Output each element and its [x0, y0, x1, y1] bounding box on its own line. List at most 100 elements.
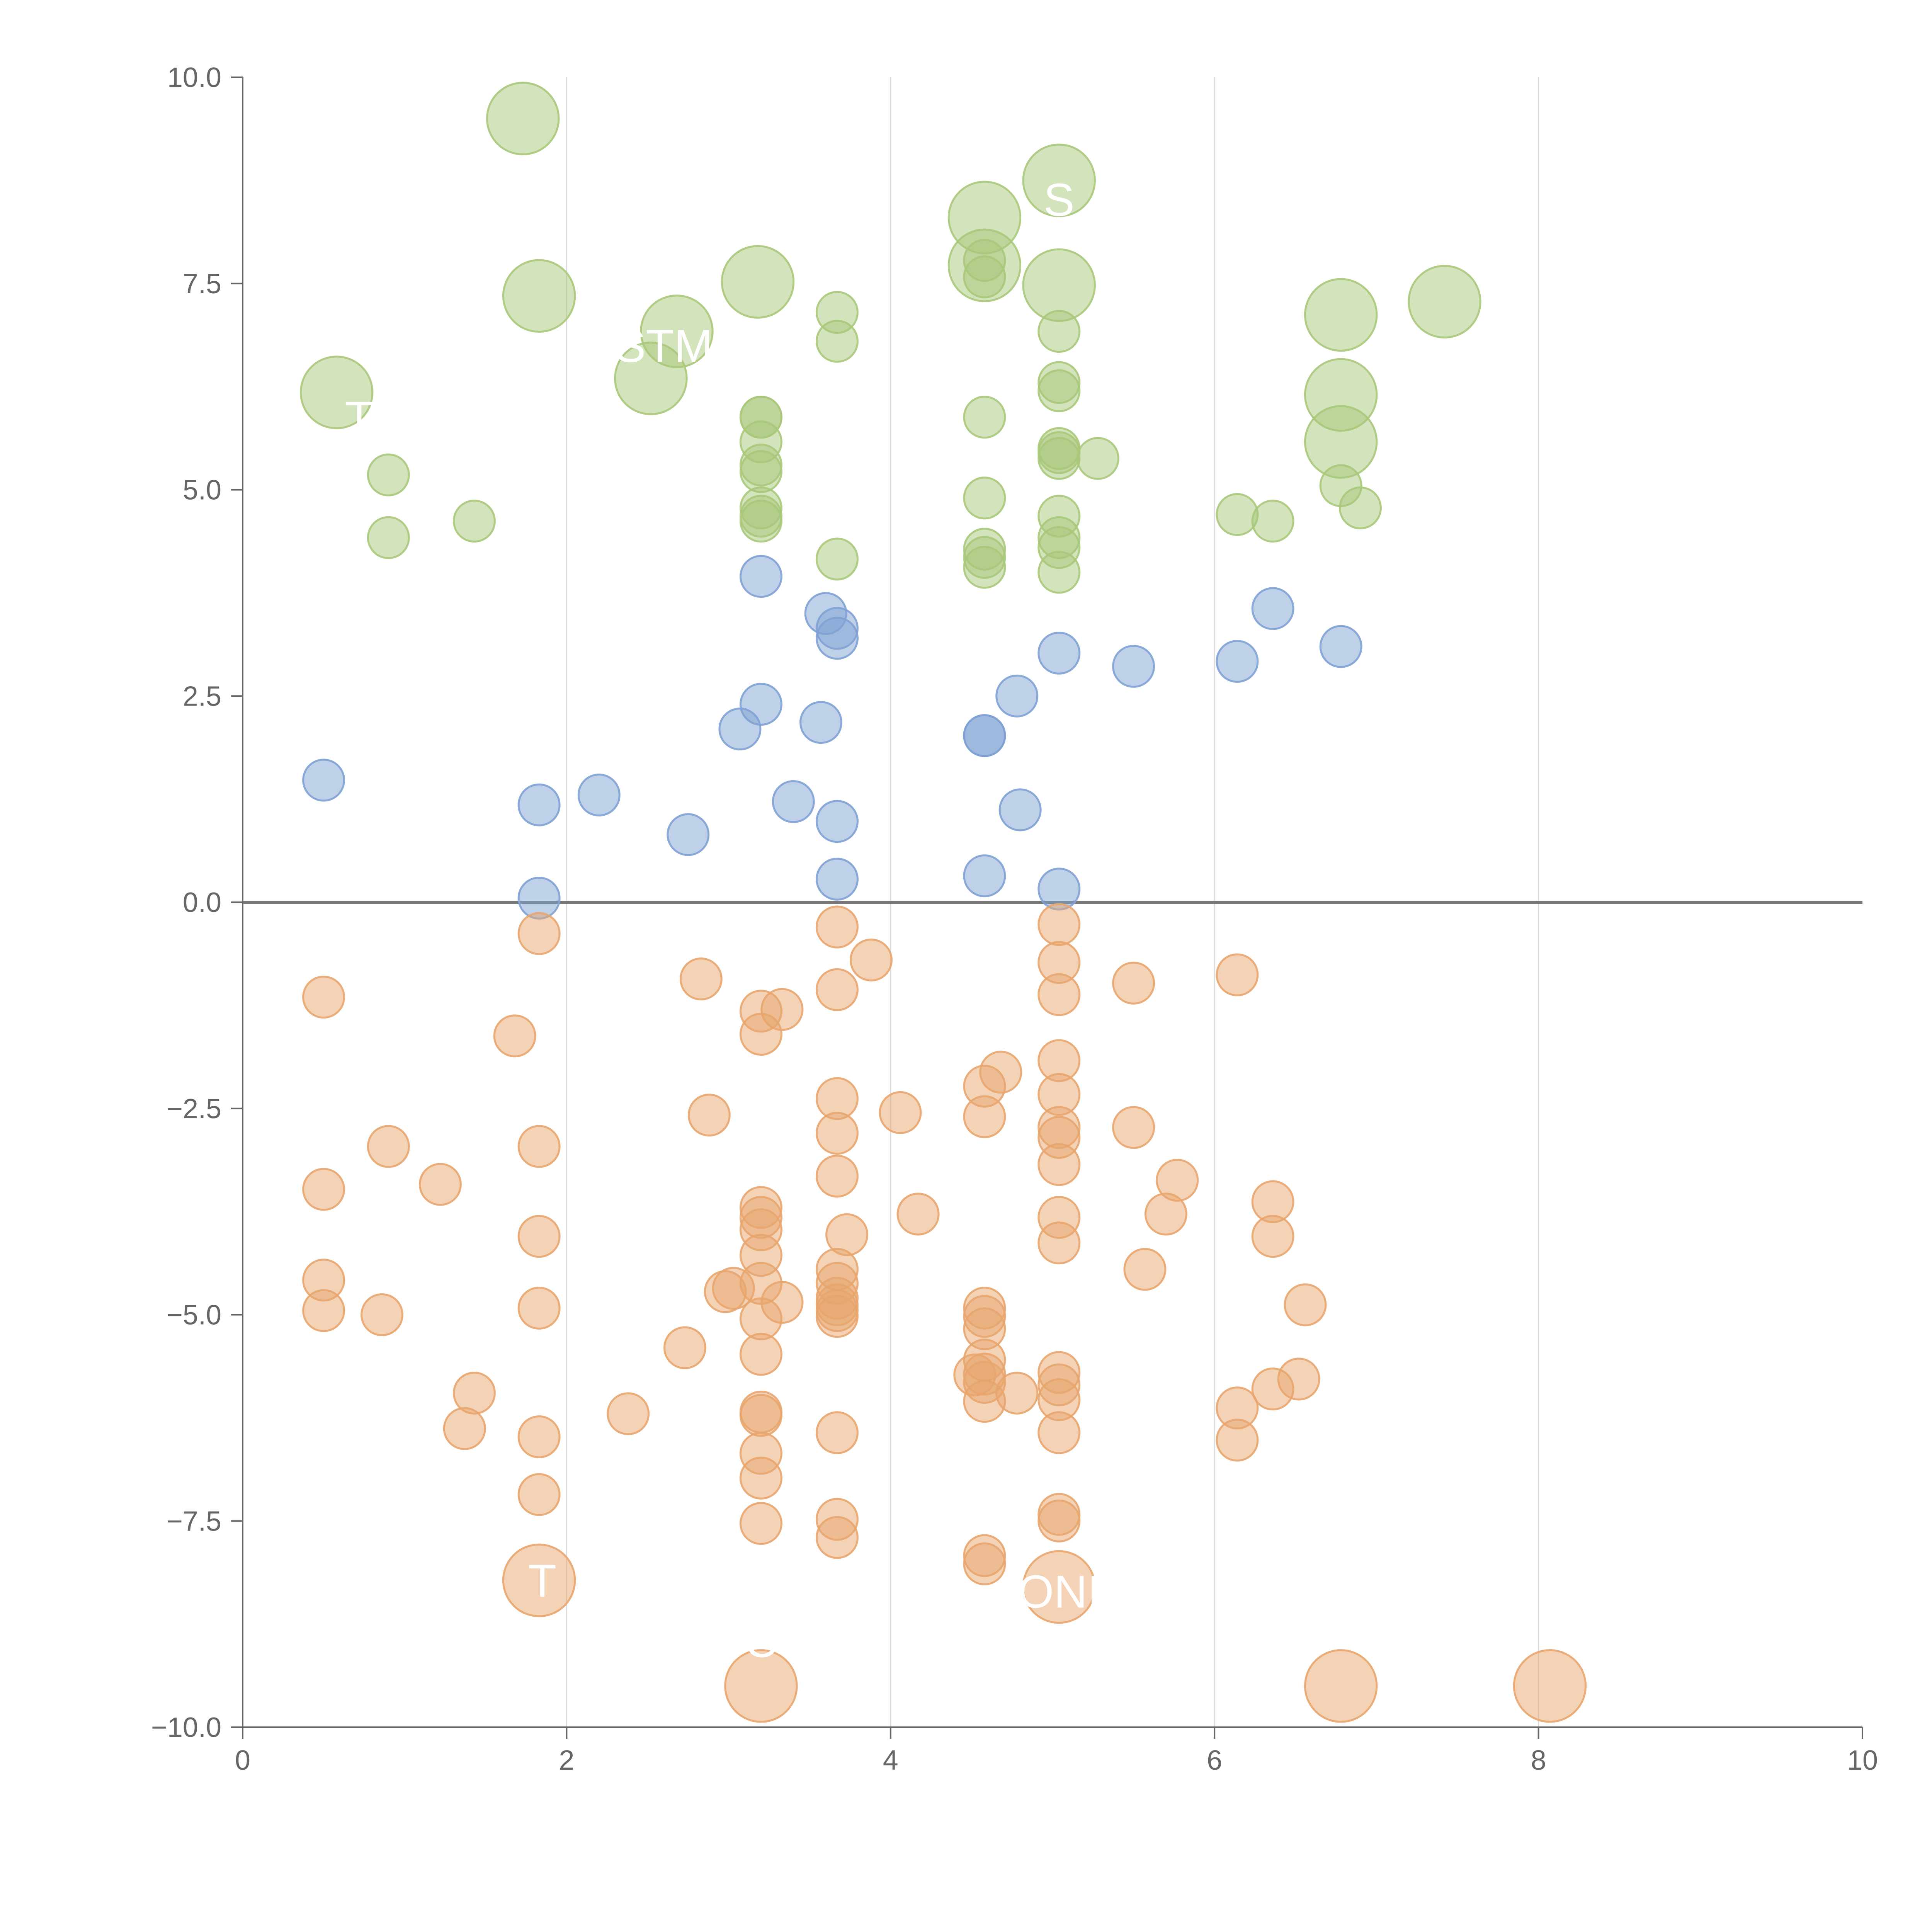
orange-bubble-41 — [815, 1112, 859, 1155]
orange-bubble-9 — [493, 1014, 536, 1058]
green-bubble-32 — [1216, 493, 1259, 536]
blue-bubble-18 — [995, 674, 1039, 718]
green-bubble-30 — [1037, 551, 1081, 594]
orange-bubble-15 — [517, 1473, 561, 1516]
orange-bubble-67 — [979, 1051, 1022, 1094]
green-bubble-1 — [367, 516, 410, 559]
blue-bubble-3 — [577, 773, 621, 816]
orange-bubble-7 — [443, 1407, 486, 1450]
orange-bubble-51 — [815, 1516, 859, 1559]
green-bubble-44 — [1022, 143, 1096, 218]
green-bubble-41 — [721, 245, 795, 319]
orange-bubble-38 — [815, 905, 859, 949]
orange-bubble-66 — [963, 1542, 1006, 1585]
bubble-layer — [299, 82, 1587, 1723]
orange-bubble-70 — [1037, 903, 1081, 946]
orange-bubble-30 — [739, 1333, 782, 1376]
blue-bubble-7 — [739, 683, 782, 726]
orange-bubble-10 — [517, 912, 561, 955]
bubble-label-layer: T C ONI STM S T — [345, 174, 1100, 1667]
y-tick-label: −10.0 — [151, 1712, 221, 1743]
green-bubble-43 — [947, 228, 1022, 303]
orange-bubble-36 — [760, 988, 804, 1031]
green-bubble-49 — [1408, 265, 1481, 338]
bubble-label: STM — [615, 320, 713, 372]
blue-bubble-17 — [963, 854, 1006, 898]
green-bubble-46 — [1304, 278, 1378, 352]
orange-bubble-91 — [1216, 953, 1259, 997]
blue-bubble-1 — [517, 783, 561, 827]
orange-bubble-0 — [302, 976, 345, 1019]
orange-bubble-12 — [517, 1215, 561, 1258]
orange-bubble-3 — [302, 1289, 345, 1332]
y-tick-label: 5.0 — [183, 475, 221, 506]
orange-bubble-83 — [1037, 1411, 1081, 1454]
orange-bubble-8 — [452, 1371, 496, 1415]
bubble-label: C — [744, 1616, 778, 1667]
orange-bubble-48 — [815, 1295, 859, 1338]
orange-bubble-49 — [815, 1411, 859, 1454]
bubble-label: T — [345, 392, 373, 444]
orange-bubble-86 — [1112, 961, 1155, 1005]
orange-bubble-77 — [1037, 1143, 1081, 1186]
green-bubble-40 — [640, 294, 714, 368]
blue-bubble-14 — [815, 857, 859, 901]
x-tick-label: 8 — [1531, 1745, 1546, 1776]
green-bubble-12 — [815, 320, 859, 363]
orange-bubble-97 — [1277, 1357, 1320, 1401]
orange-bubble-93 — [1216, 1418, 1259, 1462]
y-tick-label: 7.5 — [183, 269, 221, 299]
orange-bubble-99 — [502, 1543, 576, 1617]
orange-bubble-52 — [825, 1213, 869, 1256]
x-tick-label: 4 — [883, 1745, 898, 1776]
green-bubble-23 — [1037, 369, 1081, 412]
axis-layer: −10.0 −7.5 −5.0 −2.5 0.0 2.5 5.0 7.5 10.0 0 2 4 6 8 10 — [151, 62, 1878, 1776]
orange-bubble-42 — [815, 1155, 859, 1198]
green-bubble-45 — [1022, 248, 1096, 322]
green-bubble-48 — [1304, 405, 1378, 479]
orange-bubble-87 — [1112, 1106, 1155, 1149]
bubble-label: T — [528, 1555, 556, 1607]
orange-bubble-16 — [607, 1392, 650, 1435]
x-tick-label: 2 — [559, 1745, 574, 1776]
x-tick-label: 6 — [1207, 1745, 1222, 1776]
y-tick-label: 2.5 — [183, 681, 221, 712]
green-bubble-16 — [963, 396, 1006, 439]
orange-bubble-79 — [1037, 1221, 1081, 1265]
orange-bubble-5 — [361, 1293, 404, 1336]
orange-bubble-103 — [1513, 1649, 1587, 1723]
orange-bubble-1 — [302, 1168, 345, 1211]
blue-bubble-9 — [799, 701, 843, 744]
orange-bubble-69 — [953, 1353, 997, 1396]
orange-bubble-18 — [679, 957, 723, 1001]
orange-bubble-37 — [760, 1281, 804, 1324]
blue-bubble-16 — [963, 714, 1006, 757]
green-bubble-37 — [502, 259, 576, 333]
orange-bubble-53 — [849, 938, 893, 981]
orange-bubble-32 — [739, 1394, 782, 1437]
blue-bubble-8 — [772, 780, 815, 823]
blue-bubble-13 — [815, 800, 859, 843]
orange-bubble-57 — [963, 1095, 1006, 1138]
orange-bubble-14 — [517, 1415, 561, 1458]
blue-bubble-20 — [1037, 631, 1081, 675]
x-tick-label: 10 — [1847, 1745, 1878, 1776]
green-bubble-10 — [739, 500, 782, 543]
y-tick-label: −7.5 — [167, 1506, 221, 1537]
green-bubble-7 — [739, 450, 782, 493]
y-tick-label: −2.5 — [167, 1094, 221, 1124]
blue-bubble-12 — [815, 617, 859, 660]
orange-bubble-88 — [1123, 1248, 1167, 1291]
y-tick-label: −5.0 — [167, 1300, 221, 1331]
orange-bubble-54 — [879, 1091, 922, 1134]
blue-bubble-6 — [739, 555, 782, 598]
green-bubble-13 — [815, 537, 859, 581]
green-bubble-38 — [299, 355, 374, 429]
blue-bubble-19 — [998, 788, 1042, 832]
orange-bubble-90 — [1156, 1158, 1199, 1202]
x-tick-label: 0 — [235, 1745, 250, 1776]
orange-bubble-55 — [896, 1192, 940, 1236]
blue-bubble-0 — [302, 759, 345, 802]
blue-bubble-25 — [1319, 625, 1362, 668]
